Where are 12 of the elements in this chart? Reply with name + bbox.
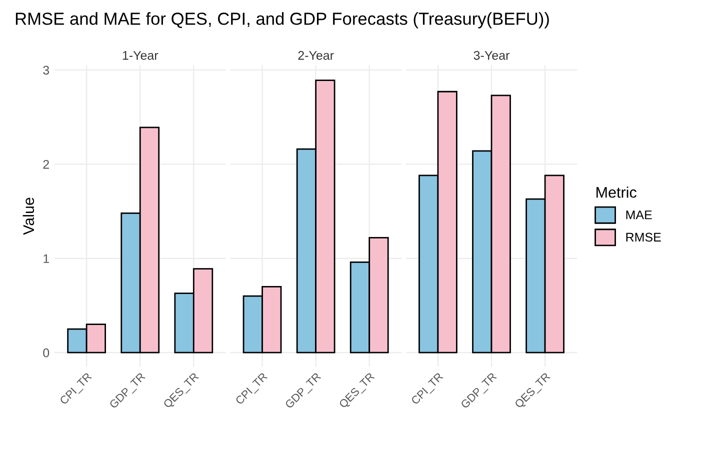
y-tick-label: 0 xyxy=(43,348,50,358)
chart-subtitle: 3-Year xyxy=(474,50,510,60)
chart-subtitle: 2-Year xyxy=(298,50,334,60)
y-tick-label: 1 xyxy=(44,254,49,263)
legend-label: MAE xyxy=(626,210,652,220)
text: RMSE and MAE for QES, CPI, and GDP Forecasts (Treasury(BEFU)) xyxy=(16,12,549,28)
legend-label: RMSE xyxy=(626,232,661,242)
y-tick-label: 3 xyxy=(43,66,50,75)
y-axis-title: Value xyxy=(22,198,34,235)
legend-title: Metric xyxy=(596,186,636,198)
y-tick-label: 2 xyxy=(43,160,49,169)
chart-subtitle: 1-Year xyxy=(122,51,158,60)
